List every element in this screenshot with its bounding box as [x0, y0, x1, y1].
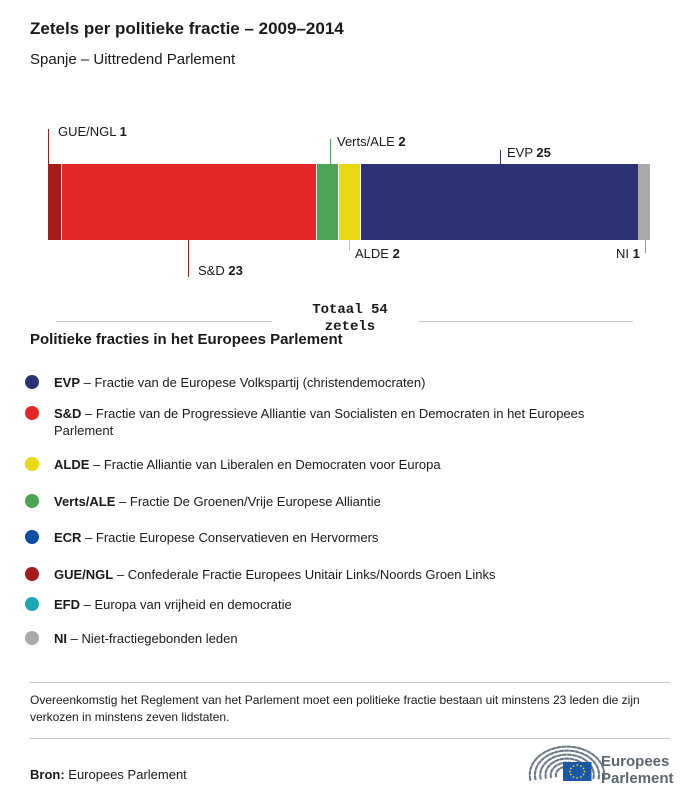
svg-text:Europees: Europees	[601, 753, 669, 770]
svg-text:Parlement: Parlement	[601, 770, 674, 787]
